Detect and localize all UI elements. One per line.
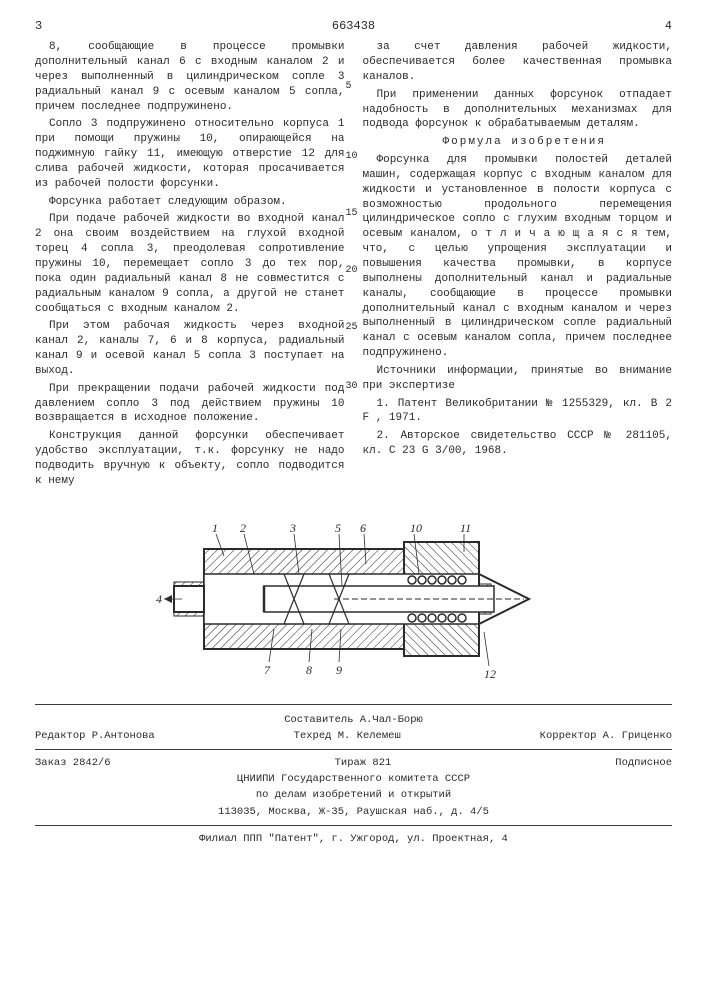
footer-separator-1: [35, 749, 672, 750]
svg-text:11: 11: [460, 521, 471, 535]
svg-text:6: 6: [360, 521, 366, 535]
header: 3 663438 4: [35, 18, 672, 34]
svg-text:5: 5: [335, 521, 341, 535]
drawing-svg: 1 2 3 5 6 10 11 4 7 8 9 12: [134, 514, 574, 684]
right-p2: При применении данных форсунок отпадает …: [363, 88, 673, 133]
tech-editor: Техред М. Келемеш: [294, 729, 401, 743]
source-1: 1. Патент Великобритании № 1255329, кл. …: [363, 397, 673, 427]
branch-line: Филиал ППП "Патент", г. Ужгород, ул. Про…: [35, 832, 672, 846]
formula-title: Формула изобретения: [363, 135, 673, 150]
svg-text:8: 8: [306, 663, 312, 677]
left-column: 8, сообщающие в процессе промывки дополн…: [35, 40, 345, 491]
svg-text:3: 3: [289, 521, 296, 535]
footer: Составитель А.Чал-Борю Редактор Р.Антоно…: [35, 704, 672, 846]
svg-text:10: 10: [410, 521, 422, 535]
footer-separator-2: [35, 825, 672, 826]
patent-number: 663438: [42, 18, 665, 34]
compiler-line: Составитель А.Чал-Борю: [35, 713, 672, 727]
svg-text:9: 9: [336, 663, 342, 677]
left-p5: При этом рабочая жидкость через входной …: [35, 319, 345, 378]
right-p1: за счет давления рабочей жидкости, обесп…: [363, 40, 673, 85]
page-root: 3 663438 4 5 10 15 20 25 30 8, сообщающи…: [0, 0, 707, 868]
svg-text:1: 1: [212, 521, 218, 535]
left-p2: Сопло 3 подпружинено относительно корпус…: [35, 117, 345, 191]
svg-text:7: 7: [264, 663, 271, 677]
left-p4: При подаче рабочей жидкости во входной к…: [35, 212, 345, 316]
left-p3: Форсунка работает следующим образом.: [35, 195, 345, 210]
right-column: за счет давления рабочей жидкости, обесп…: [363, 40, 673, 491]
page-number-left: 3: [35, 18, 42, 34]
source-2: 2. Авторское свидетельство СССР № 281105…: [363, 429, 673, 459]
left-p1: 8, сообщающие в процессе промывки дополн…: [35, 40, 345, 114]
svg-text:12: 12: [484, 667, 496, 681]
org-line-2: по делам изобретений и открытий: [35, 788, 672, 802]
address-line: 113035, Москва, Ж-35, Раушская наб., д. …: [35, 805, 672, 819]
svg-text:4: 4: [156, 592, 162, 606]
order-number: Заказ 2842/6: [35, 756, 111, 770]
text-columns: 8, сообщающие в процессе промывки дополн…: [35, 40, 672, 491]
page-number-right: 4: [665, 18, 672, 34]
tirazh: Тираж 821: [335, 756, 392, 770]
left-p7: Конструкция данной форсунки обеспечивает…: [35, 429, 345, 488]
org-line-1: ЦНИИПИ Государственного комитета СССР: [35, 772, 672, 786]
left-p6: При прекращении подачи рабочей жидкости …: [35, 382, 345, 427]
credits-line: Редактор Р.Антонова Техред М. Келемеш Ко…: [35, 729, 672, 743]
editor: Редактор Р.Антонова: [35, 729, 155, 743]
subscription: Подписное: [615, 756, 672, 770]
right-p3: Форсунка для промывки полостей деталей м…: [363, 153, 673, 361]
sources-title: Источники информации, принятые во вниман…: [363, 364, 673, 394]
technical-drawing: 1 2 3 5 6 10 11 4 7 8 9 12: [134, 514, 574, 684]
proofreader: Корректор А. Гриценко: [540, 729, 672, 743]
print-info-line: Заказ 2842/6 Тираж 821 Подписное: [35, 756, 672, 770]
svg-text:2: 2: [240, 521, 246, 535]
